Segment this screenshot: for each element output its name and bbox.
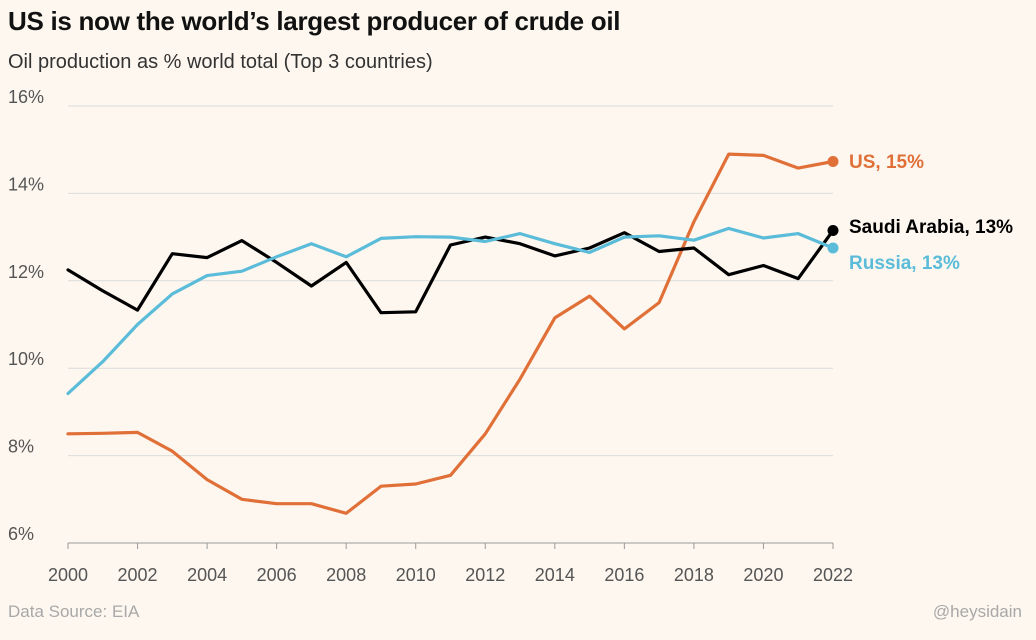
x-tick-label: 2022 [813, 565, 853, 585]
chart-title: US is now the world’s largest producer o… [8, 6, 621, 36]
y-tick-label: 14% [8, 174, 44, 194]
series-line-saudi-arabia [66, 228, 835, 315]
series-end-label: Saudi Arabia, 13% [849, 217, 1013, 238]
y-tick-label: 6% [8, 524, 34, 544]
series-line-russia [66, 226, 835, 396]
series-end-label: US, 15% [849, 152, 924, 173]
series-end-point [827, 242, 839, 254]
author-handle: @heysidain [932, 602, 1022, 621]
chart-subtitle: Oil production as % world total (Top 3 c… [8, 51, 433, 73]
gridlines [68, 105, 833, 544]
series-end-point [827, 155, 839, 167]
x-tick-label: 2018 [674, 565, 714, 585]
y-tick-label: 10% [8, 349, 44, 369]
x-tick-label: 2008 [326, 565, 366, 585]
x-tick-label: 2012 [465, 565, 505, 585]
x-tick-label: 2006 [257, 565, 297, 585]
x-tick-label: 2002 [118, 565, 158, 585]
series-end-label: Russia, 13% [849, 253, 960, 274]
x-tick-label: 2000 [48, 565, 88, 585]
series-end-labels: US, 15% Saudi Arabia, 13% Russia, 13% [827, 152, 1013, 274]
data-source: Data Source: EIA [8, 602, 140, 621]
y-tick-label: 12% [8, 262, 44, 282]
x-tick-label: 2016 [604, 565, 644, 585]
series-line-us [66, 152, 835, 515]
series-lines [66, 152, 835, 515]
x-tick-label: 2014 [535, 565, 575, 585]
x-tick-label: 2020 [743, 565, 783, 585]
x-tick-label: 2010 [396, 565, 436, 585]
x-tick-label: 2004 [187, 565, 227, 585]
y-axis: 6% 8% 10% 12% 14% 16% [8, 87, 44, 544]
y-tick-label: 16% [8, 87, 44, 107]
y-tick-label: 8% [8, 437, 34, 457]
x-axis: 2000 2002 2004 2006 2008 2010 2012 2014 2016 2018… [48, 543, 853, 585]
series-end-point [827, 225, 839, 237]
